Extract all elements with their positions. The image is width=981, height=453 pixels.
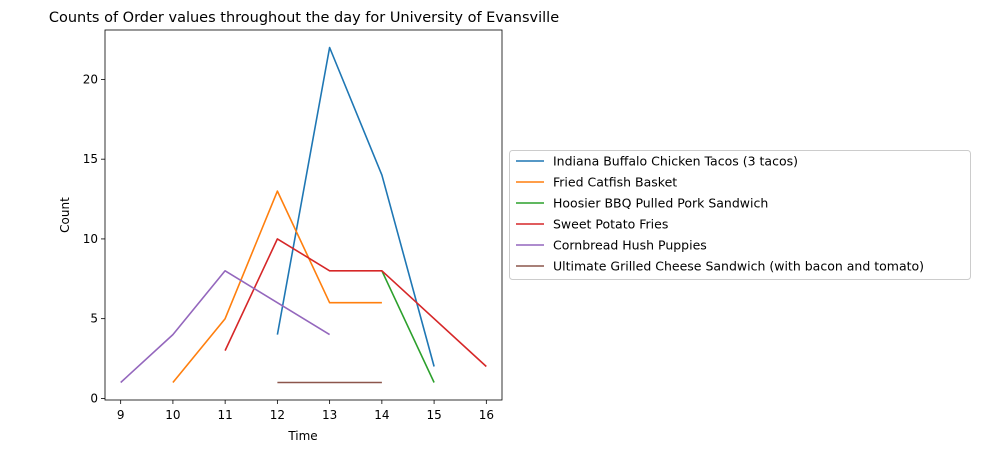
series-line-1 <box>276 46 435 367</box>
legend-label-2: Fried Catfish Basket <box>553 175 677 190</box>
y-tick-label: 5 <box>90 312 98 326</box>
series-line-3 <box>381 270 435 383</box>
x-tick-label: 12 <box>270 408 285 422</box>
y-tick-label: 10 <box>83 232 98 246</box>
legend-label-3: Hoosier BBQ Pulled Pork Sandwich <box>553 196 768 211</box>
y-tick-label: 20 <box>83 72 98 86</box>
x-tick-label: 11 <box>218 408 233 422</box>
legend-label-4: Sweet Potato Fries <box>553 217 668 232</box>
chart-title: Counts of Order values throughout the da… <box>49 10 559 26</box>
x-tick-label: 9 <box>117 408 125 422</box>
legend: Indiana Buffalo Chicken Tacos (3 tacos) F… <box>509 150 971 280</box>
x-tick-label: 16 <box>479 408 494 422</box>
series-line-4 <box>224 238 487 368</box>
y-tick-label: 0 <box>90 391 98 405</box>
series-line-5 <box>120 269 331 384</box>
plot-area: 9 10 11 12 13 14 15 16 0 5 10 15 20 <box>83 46 494 422</box>
x-tick-label: 13 <box>322 408 337 422</box>
y-axis-label: Count <box>58 197 72 233</box>
x-axis-label: Time <box>287 429 317 443</box>
y-tick-label: 15 <box>83 152 98 166</box>
legend-label-1: Indiana Buffalo Chicken Tacos (3 tacos) <box>553 154 798 169</box>
x-tick-label: 14 <box>374 408 389 422</box>
series-line-2 <box>172 190 382 384</box>
plot-frame <box>104 29 503 401</box>
legend-label-6: Ultimate Grilled Cheese Sandwich (with b… <box>553 259 924 274</box>
legend-label-5: Cornbread Hush Puppies <box>553 238 707 253</box>
legend-box <box>509 150 971 280</box>
x-tick-label: 10 <box>165 408 180 422</box>
x-tick-label: 15 <box>426 408 441 422</box>
